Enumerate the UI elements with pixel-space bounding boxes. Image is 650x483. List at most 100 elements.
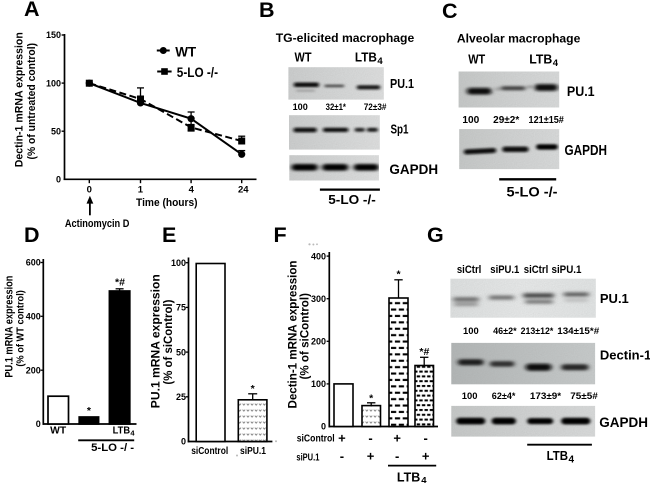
svg-text:29±2*: 29±2* (493, 115, 519, 126)
svg-text:600: 600 (26, 258, 41, 268)
svg-text:siPU.1: siPU.1 (552, 264, 582, 276)
svg-text:GAPDH: GAPDH (599, 415, 648, 430)
svg-text:-: - (340, 449, 344, 464)
svg-text:PU.1: PU.1 (567, 84, 595, 99)
svg-text:G: G (427, 223, 444, 247)
svg-text:100: 100 (462, 115, 479, 126)
svg-text:75±5#: 75±5# (570, 391, 598, 401)
svg-text:C: C (442, 0, 458, 23)
svg-text:(% of siControl): (% of siControl) (300, 293, 312, 380)
svg-text:LTB: LTB (397, 471, 420, 483)
svg-text:0: 0 (56, 175, 61, 185)
svg-text:5-LO -/-: 5-LO -/- (507, 184, 558, 200)
svg-text:134±15*#: 134±15*# (557, 326, 599, 336)
svg-text:62±4*: 62±4* (492, 391, 516, 401)
svg-text:TG-elicited macrophage: TG-elicited macrophage (276, 33, 415, 45)
svg-text:Actinomycin D: Actinomycin D (65, 218, 130, 230)
svg-text:siPU.1: siPU.1 (296, 453, 319, 464)
svg-text:GAPDH: GAPDH (565, 142, 608, 159)
svg-text:WT: WT (175, 44, 196, 60)
svg-text:*#: *# (419, 346, 429, 358)
svg-text:LTB: LTB (547, 448, 569, 463)
svg-text:4: 4 (189, 185, 195, 196)
svg-text:25: 25 (176, 392, 186, 402)
svg-text:siPU.1: siPU.1 (490, 264, 519, 276)
svg-text:siCtrl: siCtrl (457, 264, 482, 276)
svg-text:150: 150 (46, 30, 61, 40)
svg-text:Dectin-1 mRNA expression: Dectin-1 mRNA expression (14, 32, 26, 167)
svg-text:400: 400 (26, 312, 41, 322)
svg-text:*#: *# (115, 277, 125, 289)
svg-text:5-LO -/ -: 5-LO -/ - (91, 442, 134, 454)
svg-text:Alveolar macrophage: Alveolar macrophage (457, 34, 581, 46)
svg-text:siControl: siControl (191, 446, 228, 457)
svg-text:5-LO -/-: 5-LO -/- (177, 64, 218, 80)
svg-text:100: 100 (311, 379, 326, 389)
svg-text:4: 4 (421, 476, 427, 483)
svg-text:PU.1: PU.1 (600, 291, 629, 306)
svg-text:4: 4 (553, 58, 559, 69)
svg-text:5-LO -/-: 5-LO -/- (328, 192, 376, 207)
svg-text:200: 200 (311, 337, 326, 347)
svg-text:B: B (259, 0, 275, 22)
svg-text:PU.1 mRNA expression: PU.1 mRNA expression (151, 274, 163, 408)
svg-text:F: F (274, 223, 287, 247)
svg-text:32±1*: 32±1* (326, 102, 347, 113)
svg-text:Dectin-1 mRNA expression: Dectin-1 mRNA expression (288, 261, 300, 409)
svg-text:+: + (367, 449, 375, 464)
svg-text:PU.1: PU.1 (390, 76, 414, 91)
svg-text:4: 4 (130, 429, 135, 438)
svg-text:GAPDH: GAPDH (389, 162, 438, 177)
svg-text:(% of siControl): (% of siControl) (163, 299, 175, 384)
svg-text:-: - (368, 430, 372, 445)
svg-text:213±12*: 213±12* (521, 326, 554, 336)
svg-text:siControl: siControl (297, 434, 335, 445)
svg-text:50: 50 (176, 347, 186, 357)
svg-text:100: 100 (171, 258, 186, 268)
svg-text:LTB: LTB (355, 50, 377, 65)
svg-text:50: 50 (51, 126, 61, 136)
svg-text:46±2*: 46±2* (493, 326, 517, 336)
svg-text:100: 100 (293, 102, 308, 113)
svg-text:*: * (396, 269, 401, 281)
svg-text:siPU.1: siPU.1 (240, 446, 266, 457)
svg-text:*: * (87, 405, 92, 417)
svg-text:(% of untreated control): (% of untreated control) (26, 43, 38, 160)
svg-text:*: * (251, 383, 256, 395)
svg-text:100: 100 (46, 78, 61, 88)
svg-text:300: 300 (311, 294, 326, 304)
svg-text:4: 4 (569, 455, 575, 466)
svg-text:D: D (24, 223, 40, 247)
svg-text:72±3#: 72±3# (364, 102, 387, 113)
svg-text:0: 0 (36, 419, 41, 429)
svg-text:400: 400 (311, 251, 326, 261)
svg-text:100: 100 (463, 326, 479, 336)
svg-text:-: - (395, 449, 399, 464)
svg-text:A: A (24, 0, 40, 21)
svg-text:173±9*: 173±9* (530, 391, 562, 401)
svg-text:24: 24 (238, 185, 249, 196)
svg-text:Time (hours): Time (hours) (136, 197, 198, 209)
svg-text:Sp1: Sp1 (391, 122, 409, 137)
svg-text:PU.1 mRNA expression: PU.1 mRNA expression (4, 275, 16, 377)
svg-text:75: 75 (176, 303, 186, 313)
svg-text:WT: WT (50, 426, 66, 437)
svg-text:Dectin-1: Dectin-1 (600, 348, 650, 363)
svg-text:LTB: LTB (113, 426, 131, 437)
svg-text:WT: WT (468, 52, 485, 67)
svg-text:LTB: LTB (529, 52, 552, 67)
svg-text:*: * (369, 393, 374, 405)
svg-text:+: + (338, 430, 346, 445)
svg-text:(% of WT control): (% of WT control) (15, 290, 27, 367)
svg-text:121±15#: 121±15# (529, 115, 565, 126)
svg-text:0: 0 (181, 437, 186, 447)
svg-text:siCtrl: siCtrl (524, 264, 549, 276)
svg-text:E: E (162, 223, 176, 247)
svg-text:0: 0 (87, 185, 92, 196)
svg-text:200: 200 (26, 365, 41, 375)
svg-text:0: 0 (321, 422, 326, 432)
svg-text:-: - (424, 430, 428, 445)
svg-text:+: + (393, 430, 401, 445)
svg-text:WT: WT (295, 50, 312, 65)
svg-text:1: 1 (138, 185, 144, 196)
